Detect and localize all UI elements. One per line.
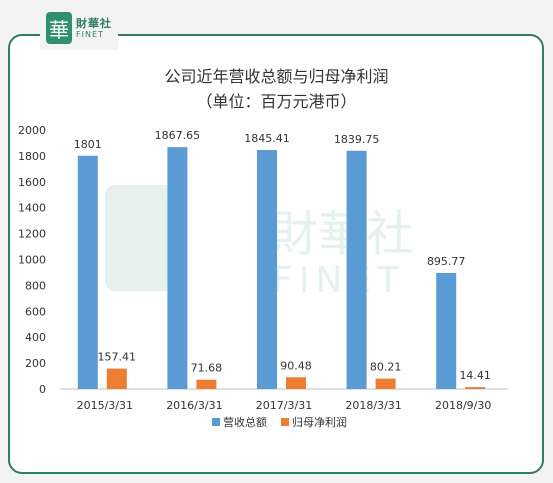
y-tick-label: 200 [25, 357, 46, 370]
x-tick-label: 2018/9/30 [435, 399, 491, 412]
data-label-net-profit: 157.41 [98, 351, 137, 364]
bar-net-profit [375, 378, 396, 389]
x-tick-label: 2017/3/31 [256, 399, 312, 412]
bar-revenue [436, 272, 457, 389]
bar-revenue [257, 150, 277, 389]
y-tick-label: 800 [25, 279, 46, 292]
legend-swatch-net-profit [281, 418, 289, 426]
y-tick-label: 400 [25, 331, 46, 344]
data-label-revenue: 1839.75 [334, 133, 380, 146]
y-tick-label: 2000 [18, 124, 46, 137]
logo-name-en: FINET [76, 29, 104, 39]
chart-subtitle: （单位：百万元港币） [196, 92, 357, 111]
x-tick-label: 2016/3/31 [166, 399, 222, 412]
data-label-net-profit: 80.21 [370, 361, 402, 374]
watermark-text-en: FINET [272, 260, 405, 301]
logo-name-cn: 財華社 [76, 16, 112, 30]
bar-net-profit [106, 368, 127, 389]
legend-swatch-revenue [212, 418, 220, 426]
data-label-net-profit: 90.48 [280, 359, 312, 372]
data-label-net-profit: 14.41 [459, 369, 491, 382]
bar-net-profit [286, 377, 306, 389]
y-tick-label: 1000 [18, 254, 46, 267]
bar-net-profit [465, 387, 486, 389]
y-tick-label: 1200 [18, 228, 46, 241]
data-label-revenue: 1801 [74, 138, 102, 151]
bar-revenue [346, 150, 367, 389]
bar-net-profit [196, 379, 217, 389]
logo-badge: 華 [46, 12, 72, 44]
watermark-badge [105, 185, 183, 291]
chart-title: 公司近年营收总额与归母净利润 [164, 67, 389, 86]
y-tick-label: 0 [39, 383, 46, 396]
data-label-revenue: 1845.41 [244, 132, 290, 145]
data-label-revenue: 895.77 [427, 255, 466, 268]
legend-label-net-profit: 归母净利润 [292, 415, 347, 429]
finet-logo: 華 財華社 FINET [40, 6, 118, 50]
watermark-text-cn: 財華社 [270, 206, 414, 262]
y-tick-label: 1800 [18, 150, 46, 163]
bar-revenue [77, 155, 98, 389]
data-label-revenue: 1867.65 [155, 129, 201, 142]
bar-revenue [167, 147, 188, 389]
legend-label-revenue: 营收总额 [223, 415, 267, 429]
y-tick-label: 600 [25, 305, 46, 318]
x-tick-label: 2018/3/31 [345, 399, 401, 412]
y-tick-label: 1600 [18, 176, 46, 189]
watermark: 財華社 FINET [105, 185, 414, 301]
x-tick-label: 2015/3/31 [77, 399, 133, 412]
y-tick-label: 1400 [18, 202, 46, 215]
data-label-net-profit: 71.68 [191, 362, 223, 375]
